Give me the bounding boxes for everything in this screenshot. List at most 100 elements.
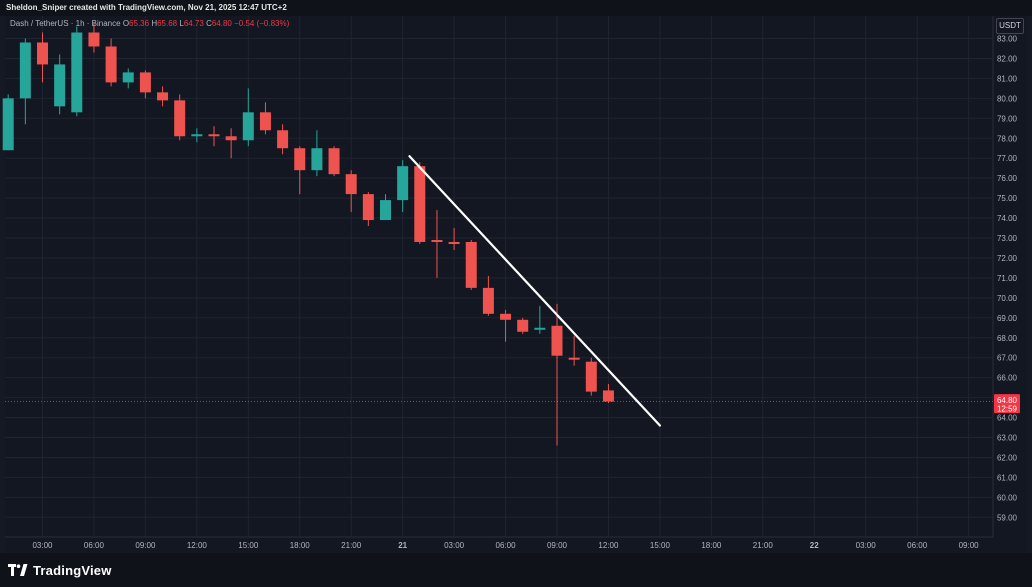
candle-body (242, 112, 254, 141)
price-tick-label: 59.00 (997, 513, 1018, 522)
time-tick-label: 12:00 (187, 541, 208, 550)
candle-body (414, 166, 426, 242)
candle-body (71, 32, 83, 113)
symbol-name: Dash / TetherUS · 1h · Binance (10, 19, 121, 28)
time-tick-label: 21:00 (753, 541, 774, 550)
time-tick-label: 09:00 (135, 541, 156, 550)
high-value: 65.68 (157, 19, 178, 28)
candle-body (534, 327, 546, 330)
price-tick-label: 64.00 (997, 414, 1018, 423)
candlestick-chart[interactable]: 59.0060.0061.0062.0063.0064.0065.0066.00… (0, 0, 1032, 553)
symbol-legend: Dash / TetherUS · 1h · Binance O65.36 H6… (10, 19, 289, 28)
time-tick-label: 03:00 (856, 541, 877, 550)
candle (534, 305, 546, 334)
candle (191, 128, 203, 143)
price-tick-label: 80.00 (997, 94, 1018, 103)
price-tick-label: 63.00 (997, 434, 1018, 443)
close-label: C (206, 19, 212, 28)
tradingview-logo-icon (8, 564, 28, 576)
price-tick-label: 66.00 (997, 374, 1018, 383)
candle-body (431, 239, 443, 242)
last-price-value: 64.80 (997, 396, 1018, 405)
price-tick-label: 67.00 (997, 354, 1018, 363)
time-tick-label: 15:00 (650, 541, 671, 550)
candle (122, 68, 134, 89)
price-tick-label: 68.00 (997, 334, 1018, 343)
candle-body (482, 287, 494, 314)
countdown-value: 12:59 (997, 405, 1018, 414)
candle (54, 54, 66, 115)
grid-lines (5, 16, 994, 538)
candle-body (397, 166, 409, 201)
price-tick-label: 74.00 (997, 214, 1018, 223)
currency-button[interactable]: USDT (996, 18, 1024, 34)
candle-body (551, 325, 563, 356)
candle (208, 126, 220, 147)
candle-body (465, 241, 477, 288)
candle (431, 210, 443, 278)
candle-body (294, 148, 306, 171)
candle-body (362, 194, 374, 221)
candle-body (208, 134, 220, 137)
footer-bar: TradingView (0, 553, 1032, 587)
price-tick-label: 75.00 (997, 194, 1018, 203)
attribution-text: Sheldon_Sniper created with TradingView.… (6, 3, 287, 12)
time-tick-label: 22 (810, 541, 819, 550)
candle (482, 275, 494, 316)
change-value: −0.54 (−0.83%) (234, 19, 290, 28)
candle (225, 128, 237, 159)
candle (157, 86, 169, 107)
price-tick-label: 83.00 (997, 35, 1018, 44)
time-tick-label: 18:00 (701, 541, 722, 550)
candle (551, 303, 563, 446)
candle (2, 94, 14, 151)
candle (37, 32, 48, 83)
candle-body (277, 130, 289, 149)
low-value: 64.73 (183, 19, 204, 28)
candles (2, 22, 614, 446)
time-tick-label: 03:00 (32, 541, 53, 550)
candle-body (602, 390, 614, 402)
price-axis: 59.0060.0061.0062.0063.0064.0065.0066.00… (994, 35, 1020, 522)
candle-body (500, 313, 512, 320)
price-tick-label: 61.00 (997, 473, 1018, 482)
candle (311, 130, 323, 177)
candle (448, 228, 460, 250)
attribution-bar: Sheldon_Sniper created with TradingView.… (0, 0, 1032, 16)
candle-body (345, 174, 357, 195)
candle (328, 146, 340, 177)
time-tick-label: 03:00 (444, 541, 465, 550)
candle (105, 38, 117, 87)
candle-body (328, 148, 340, 175)
candle-body (105, 46, 117, 83)
candle (88, 22, 100, 53)
time-axis: 03:00 06:00 09:00 12:00 15:00 18:00 21:00 21 03:… (32, 541, 979, 550)
candle (500, 309, 512, 342)
candle-body (2, 98, 14, 151)
candle-body (122, 72, 134, 83)
price-tick-label: 77.00 (997, 154, 1018, 163)
last-price-tag-bg (994, 394, 1020, 414)
price-tick-label: 81.00 (997, 74, 1018, 83)
candle (397, 160, 409, 213)
candle-body (139, 72, 151, 93)
candle-body (174, 100, 186, 137)
price-tick-label: 79.00 (997, 114, 1018, 123)
tradingview-logo[interactable]: TradingView (8, 562, 112, 578)
candle (277, 124, 289, 155)
price-tick-label: 70.00 (997, 294, 1018, 303)
candle-body (448, 241, 460, 244)
candle-body (191, 134, 203, 137)
chart-overlay (5, 155, 993, 427)
open-label: O (122, 19, 130, 28)
candle (174, 94, 186, 141)
time-tick-label: 18:00 (290, 541, 311, 550)
candle-body (568, 357, 580, 360)
candle-body (259, 112, 271, 131)
candle (139, 70, 151, 99)
price-tick-label: 76.00 (997, 174, 1018, 183)
candle (380, 194, 391, 221)
candle (585, 357, 597, 396)
candle (362, 192, 374, 227)
